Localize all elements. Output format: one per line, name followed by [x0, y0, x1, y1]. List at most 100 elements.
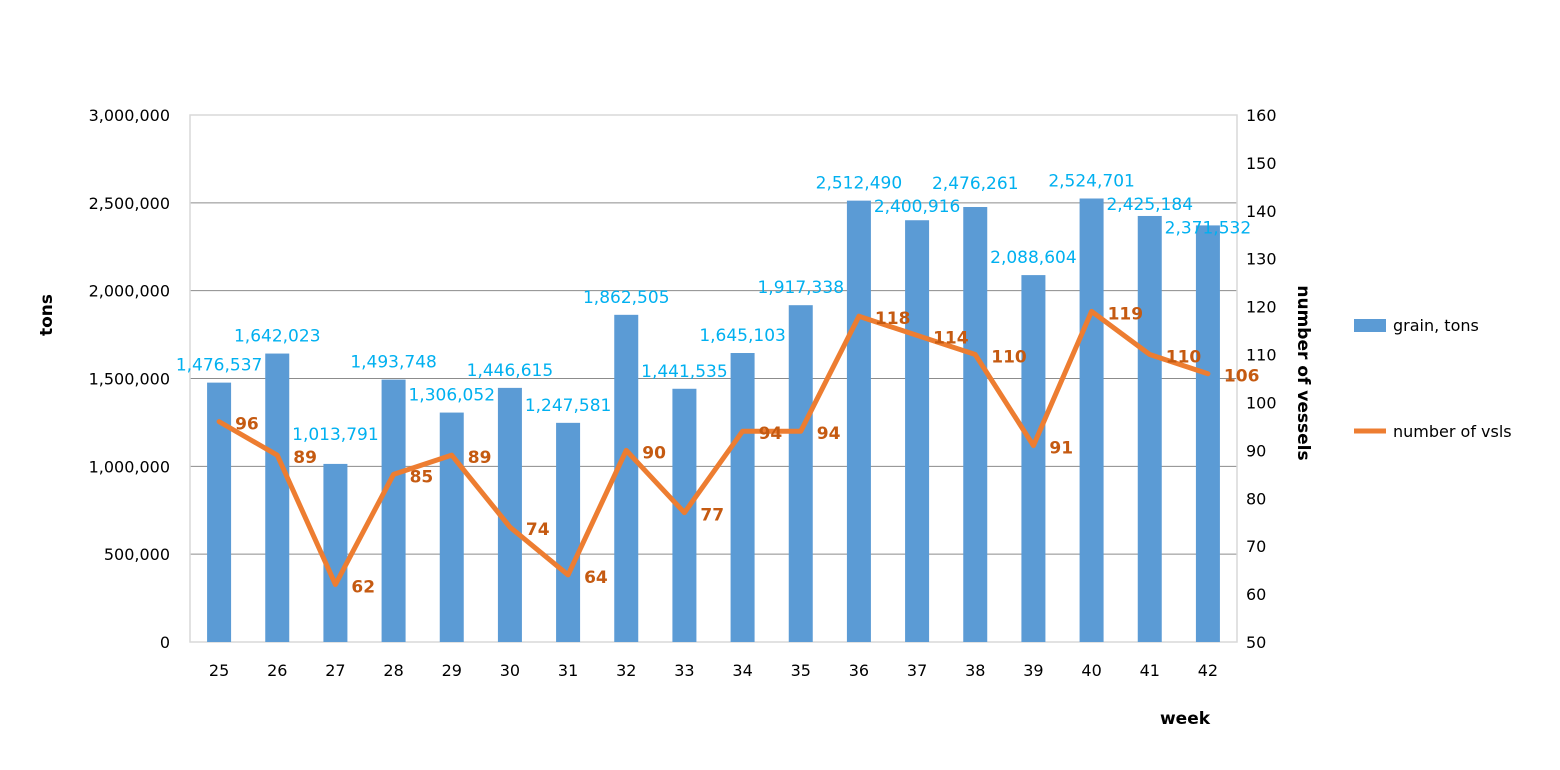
bar [672, 388, 697, 642]
vessels-line [216, 308, 1211, 588]
line-data-label: 89 [468, 448, 492, 468]
x-tick-label: 37 [907, 661, 927, 680]
x-tick-label: 41 [1140, 661, 1160, 680]
bar-data-label: 1,441,535 [641, 362, 728, 382]
gridlines [190, 202, 1237, 555]
bar-data-label: 1,642,023 [234, 327, 321, 347]
y-tick-label: 2,000,000 [89, 282, 170, 301]
line-data-label: 110 [1166, 348, 1202, 368]
bar-data-label: 2,476,261 [932, 174, 1019, 194]
legend: grain, tons number of vsls [1354, 316, 1512, 441]
y-tick-label: 500,000 [104, 545, 170, 564]
bar [1079, 198, 1104, 642]
bar [730, 353, 755, 642]
x-tick-label: 30 [500, 661, 520, 680]
bar-data-labels: 1,476,537 1,642,023 1,013,791 1,493,748 1,30… [176, 171, 1251, 444]
line-data-label: 64 [584, 568, 608, 588]
bar [614, 314, 639, 642]
y-tick-label: 1,500,000 [89, 370, 170, 389]
bar [439, 412, 464, 642]
bar-series [207, 198, 1220, 643]
x-axis-title: week [1160, 709, 1211, 729]
legend-label-grain: grain, tons [1393, 316, 1479, 335]
bar-data-label: 2,371,532 [1165, 218, 1252, 238]
bar [963, 207, 988, 642]
line-data-label: 106 [1224, 367, 1260, 387]
left-axis-ticks: 0 500,000 1,000,000 1,500,000 2,000,000 2,500… [89, 106, 170, 652]
x-tick-label: 25 [209, 661, 229, 680]
x-axis-ticks: 25 26 27 28 29 30 31 32 33 34 35 36 37 38 39 40 41 42 [209, 661, 1218, 680]
bar [497, 387, 522, 642]
bar [1137, 215, 1162, 642]
bar [265, 353, 290, 642]
y2-tick-label: 50 [1246, 633, 1266, 652]
x-tick-label: 36 [849, 661, 869, 680]
legend-label-vessels: number of vsls [1393, 422, 1512, 441]
x-tick-label: 42 [1198, 661, 1218, 680]
y-tick-label: 0 [160, 633, 170, 652]
bar-data-label: 1,862,505 [583, 288, 670, 308]
bar [788, 305, 813, 642]
x-tick-label: 40 [1081, 661, 1101, 680]
bar-data-label: 1,645,103 [699, 326, 786, 346]
bar-data-label: 1,247,581 [525, 396, 612, 416]
line-data-label: 96 [235, 415, 259, 435]
right-axis-ticks: 50 60 70 80 90 100 110 120 130 140 150 160 [1246, 106, 1277, 652]
x-tick-label: 35 [791, 661, 811, 680]
y2-tick-label: 110 [1246, 346, 1277, 365]
bar [846, 200, 871, 642]
line-data-label: 74 [526, 520, 550, 540]
x-tick-label: 27 [325, 661, 345, 680]
plot-area-border [189, 114, 1238, 643]
line-data-label: 62 [351, 578, 375, 598]
line-data-label: 110 [991, 348, 1027, 368]
line-series [216, 308, 1211, 588]
bar [1195, 225, 1220, 642]
line-data-labels: 96 89 62 85 89 74 64 90 77 94 94 118 114 110 91 119 110 1… [235, 304, 1259, 597]
x-tick-label: 33 [674, 661, 694, 680]
x-tick-label: 29 [442, 661, 462, 680]
bar-data-label: 1,476,537 [176, 356, 263, 376]
y2-tick-label: 140 [1246, 202, 1277, 221]
line-data-label: 118 [875, 309, 911, 329]
y-axis-title: tons [37, 294, 57, 336]
y-tick-label: 3,000,000 [89, 106, 170, 125]
x-tick-label: 26 [267, 661, 287, 680]
bar [1021, 275, 1046, 642]
y2-axis-title: number of vessels [1293, 285, 1313, 460]
y2-tick-label: 80 [1246, 489, 1266, 508]
y2-tick-label: 60 [1246, 585, 1266, 604]
line-data-label: 77 [700, 506, 724, 526]
legend-swatch-grain [1354, 319, 1386, 332]
bar-data-label: 2,524,701 [1048, 171, 1135, 191]
bar [381, 379, 406, 642]
x-tick-label: 39 [1023, 661, 1043, 680]
line-data-label: 94 [759, 424, 783, 444]
bar-data-label: 1,446,615 [467, 361, 554, 381]
bar [905, 220, 930, 643]
bar-data-label: 2,512,490 [816, 174, 903, 194]
x-tick-label: 31 [558, 661, 578, 680]
y2-tick-label: 130 [1246, 250, 1277, 269]
bar-data-label: 2,400,916 [874, 197, 961, 217]
bar-data-label: 1,013,791 [292, 425, 379, 445]
line-data-label: 94 [817, 424, 841, 444]
line-data-label: 85 [410, 467, 434, 487]
line-data-label: 91 [1049, 439, 1073, 459]
y2-tick-label: 120 [1246, 298, 1277, 317]
y-tick-label: 1,000,000 [89, 457, 170, 476]
x-tick-label: 32 [616, 661, 636, 680]
bar-data-label: 2,088,604 [990, 248, 1077, 268]
line-data-label: 114 [933, 328, 969, 348]
y-tick-label: 2,500,000 [89, 194, 170, 213]
y2-tick-label: 70 [1246, 537, 1266, 556]
y2-tick-label: 100 [1246, 393, 1277, 412]
bar-data-label: 2,425,184 [1106, 195, 1193, 215]
line-data-label: 119 [1108, 304, 1144, 324]
x-tick-label: 34 [732, 661, 752, 680]
line-data-label: 89 [293, 448, 317, 468]
bar-data-label: 1,493,748 [350, 353, 437, 373]
bar-data-label: 1,306,052 [408, 386, 495, 406]
x-tick-label: 38 [965, 661, 985, 680]
